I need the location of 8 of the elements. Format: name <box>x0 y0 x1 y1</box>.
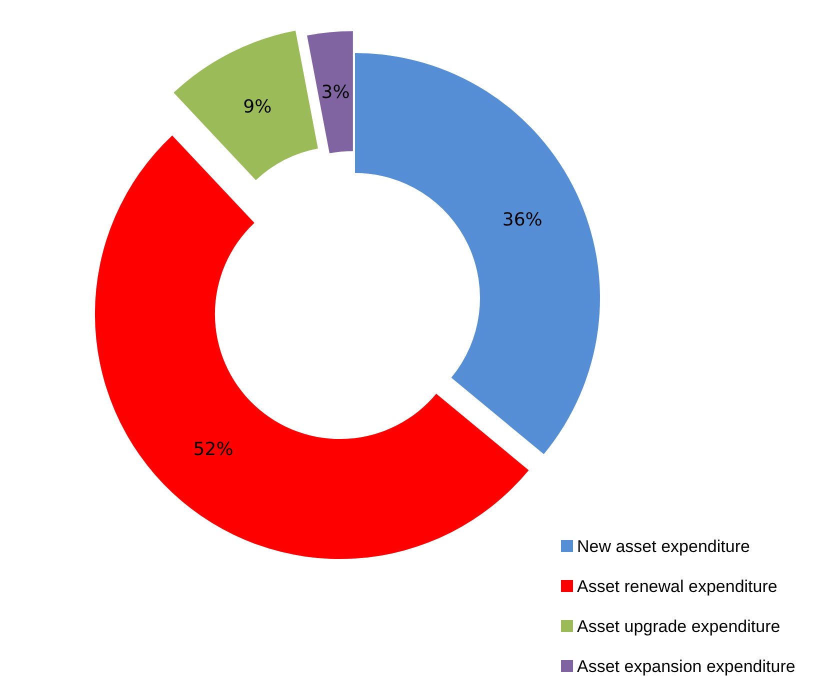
data-label: 3% <box>321 82 350 104</box>
legend-label: Asset renewal expenditure <box>577 576 778 596</box>
legend-label: New asset expenditure <box>577 536 750 556</box>
legend-label: Asset upgrade expenditure <box>577 616 780 636</box>
data-label: 9% <box>243 96 272 118</box>
data-label: 36% <box>502 210 542 231</box>
legend-label: Asset expansion expenditure <box>577 656 796 676</box>
data-label: 52% <box>193 439 234 460</box>
